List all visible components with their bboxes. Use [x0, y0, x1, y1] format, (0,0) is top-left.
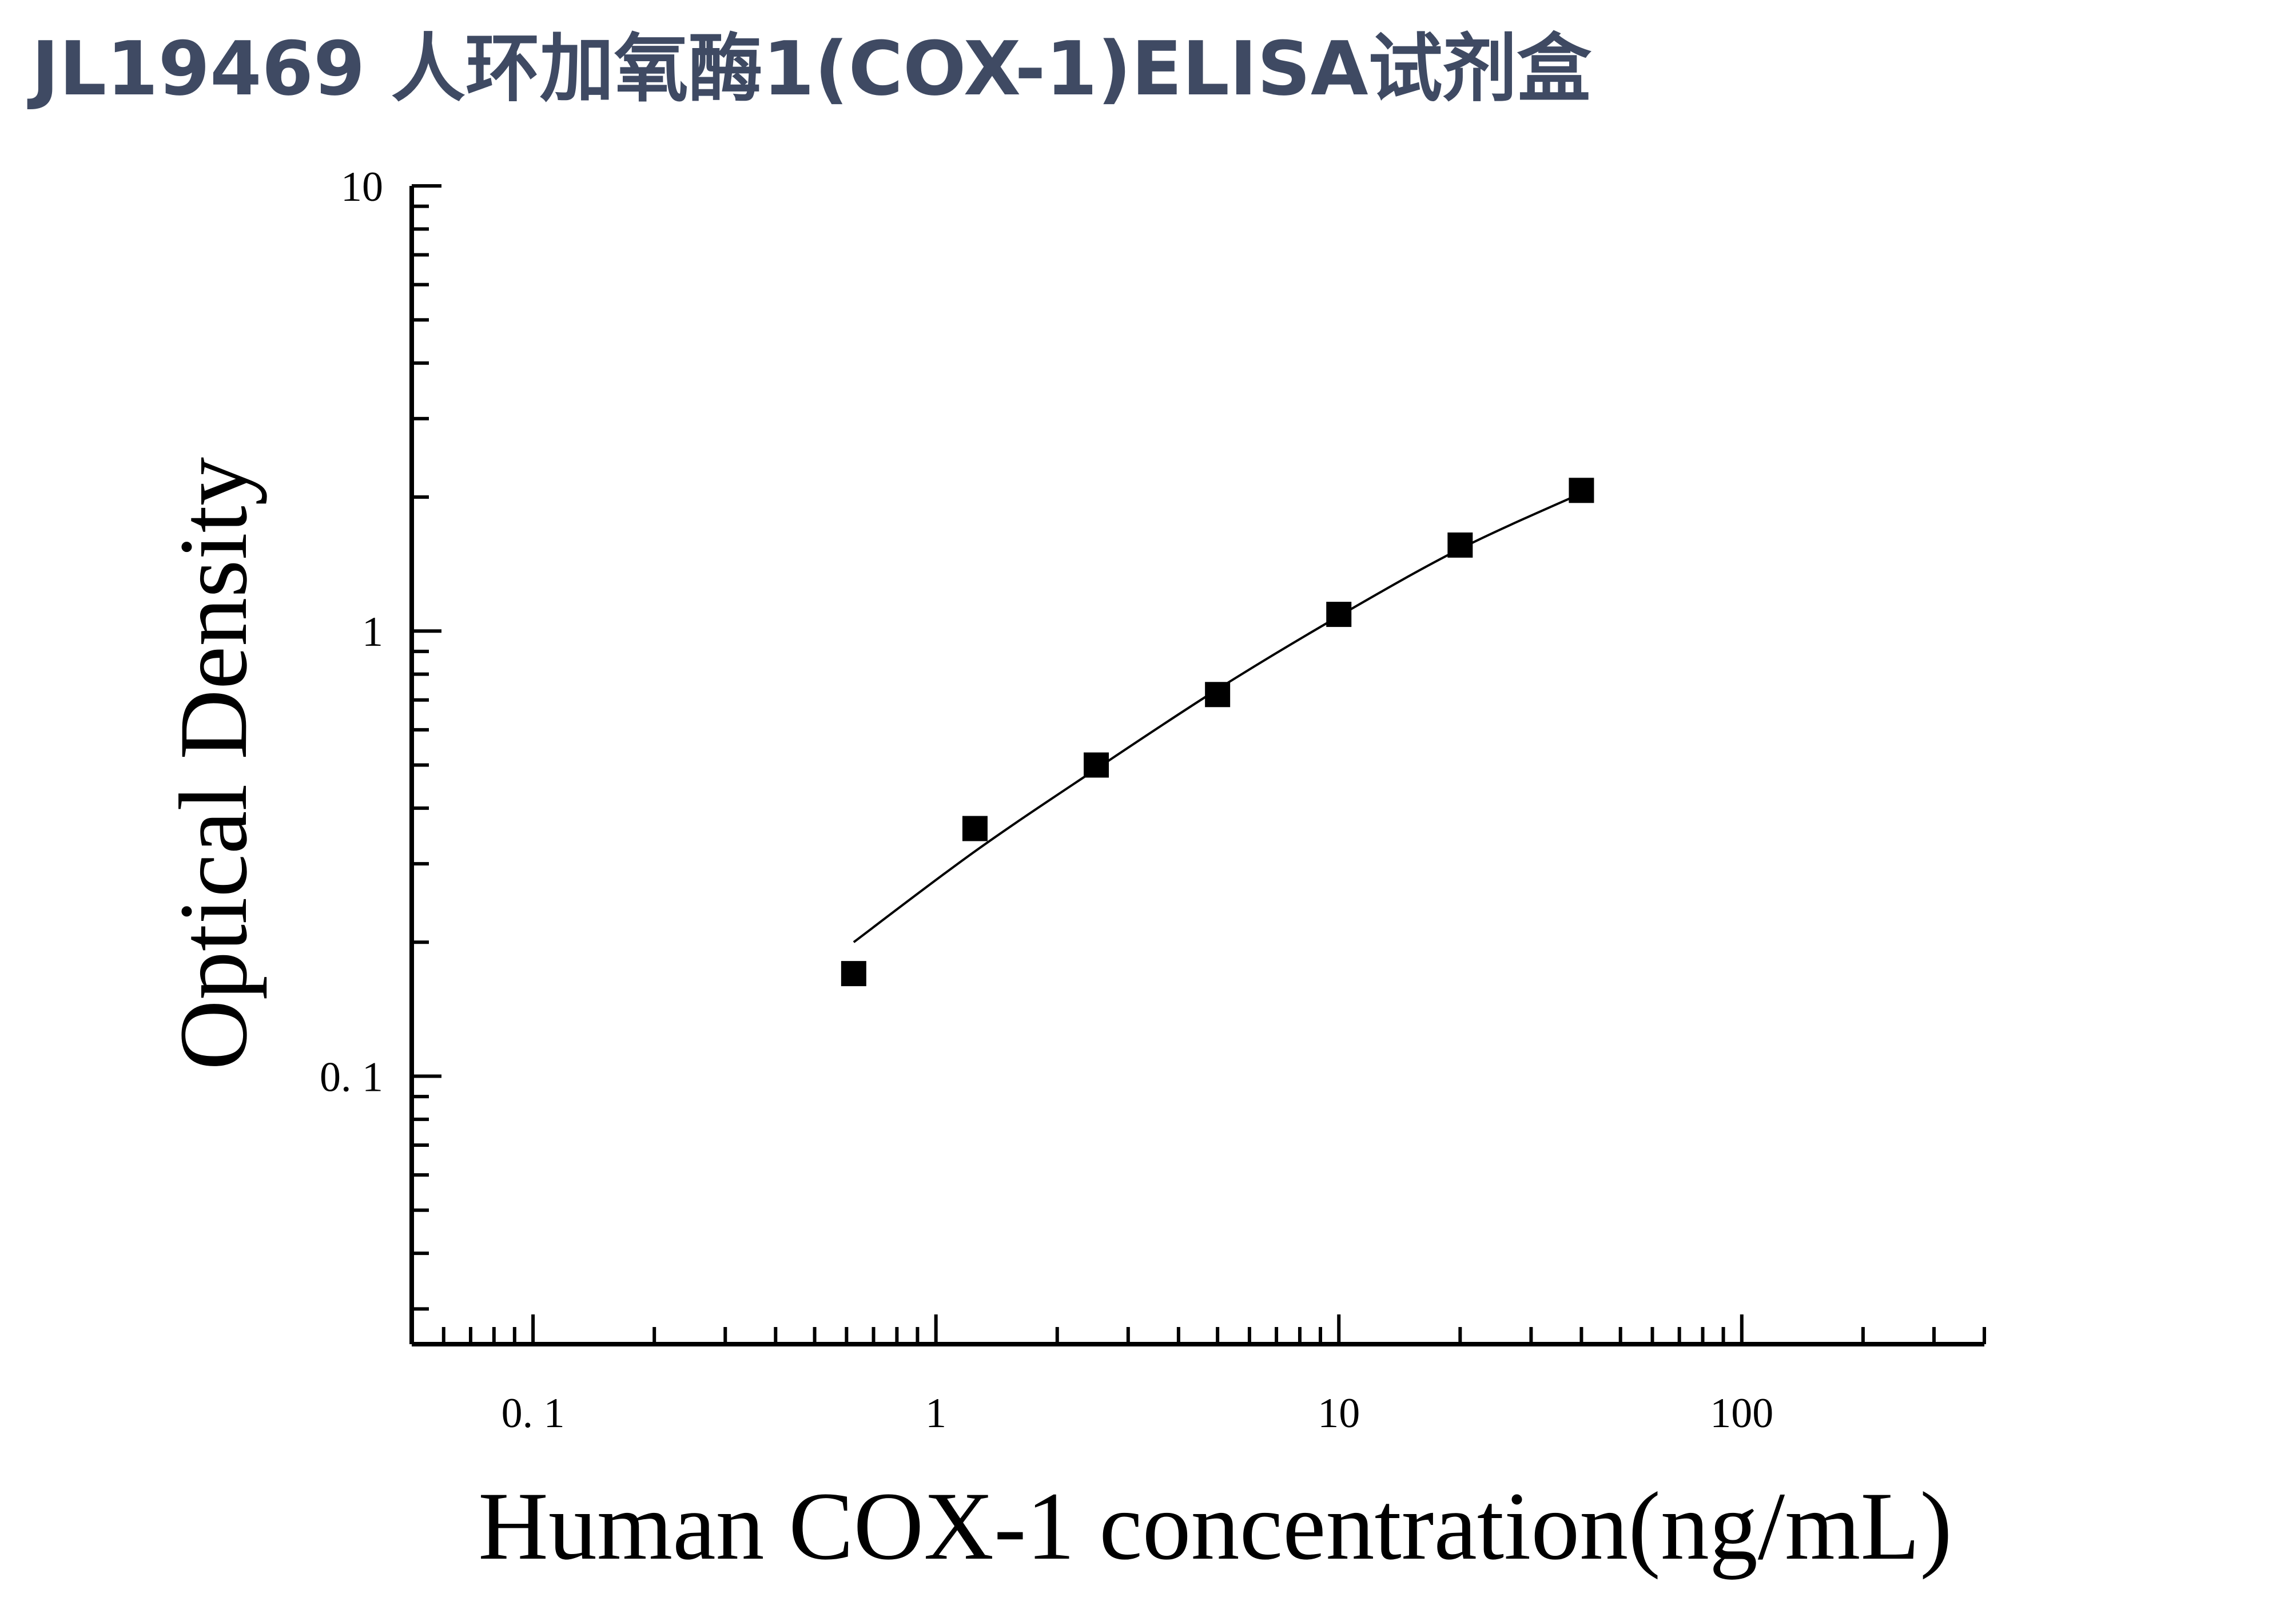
data-points-layer — [841, 478, 1594, 987]
axes — [409, 184, 1986, 1346]
data-point — [1205, 682, 1231, 708]
axis-labels-layer: 0. 1 1 10 100 0. 1 1 10 Human COX-1 concentrati… — [160, 164, 1952, 1580]
data-point — [841, 961, 866, 987]
data-point — [1569, 478, 1594, 503]
fit-curve-layer — [853, 492, 1582, 943]
y-tick-label: 10 — [341, 164, 383, 210]
fit-curve — [853, 492, 1582, 943]
y-tick-label: 0. 1 — [320, 1054, 383, 1101]
y-axis-title: Optical Density — [160, 457, 267, 1070]
x-tick-label: 0. 1 — [502, 1390, 565, 1437]
data-point — [1326, 602, 1352, 627]
data-point — [1084, 752, 1109, 778]
x-tick-label: 10 — [1318, 1390, 1360, 1437]
x-axis-title: Human COX-1 concentration(ng/mL) — [478, 1472, 1952, 1580]
data-point — [962, 816, 988, 841]
data-point — [1447, 532, 1473, 558]
page-title: JL19469 人环加氧酶1(COX-1)ELISA试剂盒 — [31, 25, 1591, 112]
x-tick-label: 1 — [925, 1390, 946, 1437]
x-tick-label: 100 — [1710, 1390, 1773, 1437]
y-tick-label: 1 — [362, 609, 383, 655]
